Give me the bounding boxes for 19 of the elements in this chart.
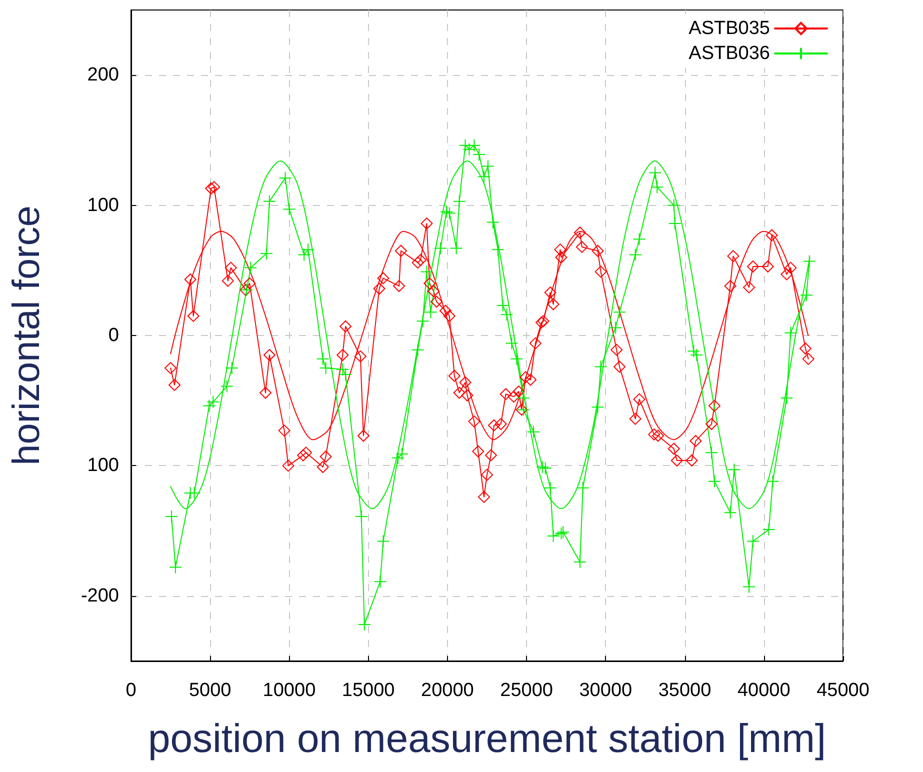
- x-tick-label: 20000: [421, 680, 474, 701]
- y-tick-label: 0: [108, 325, 119, 346]
- y-axis-title: horizontal force: [6, 206, 48, 466]
- x-tick-label: 0: [126, 680, 136, 701]
- y-tick-label: -200: [80, 585, 119, 606]
- legend-label: ASTB036: [688, 43, 770, 64]
- x-tick-label: 40000: [737, 680, 790, 701]
- x-tick-label: 35000: [658, 680, 712, 701]
- x-tick-label: 45000: [816, 680, 870, 701]
- x-axis-title: position on measurement station [mm]: [148, 717, 826, 761]
- x-tick-label: 30000: [579, 680, 632, 701]
- x-tick-label: 5000: [188, 680, 232, 701]
- legend-label: ASTB035: [688, 18, 770, 39]
- y-tick-label: 100: [87, 194, 119, 216]
- x-tick-label: 10000: [262, 680, 316, 701]
- y-tick-label: 200: [87, 64, 119, 86]
- x-tick-label: 25000: [500, 680, 553, 701]
- y-tick-label: 100: [87, 455, 119, 476]
- x-tick-label: 15000: [342, 680, 395, 701]
